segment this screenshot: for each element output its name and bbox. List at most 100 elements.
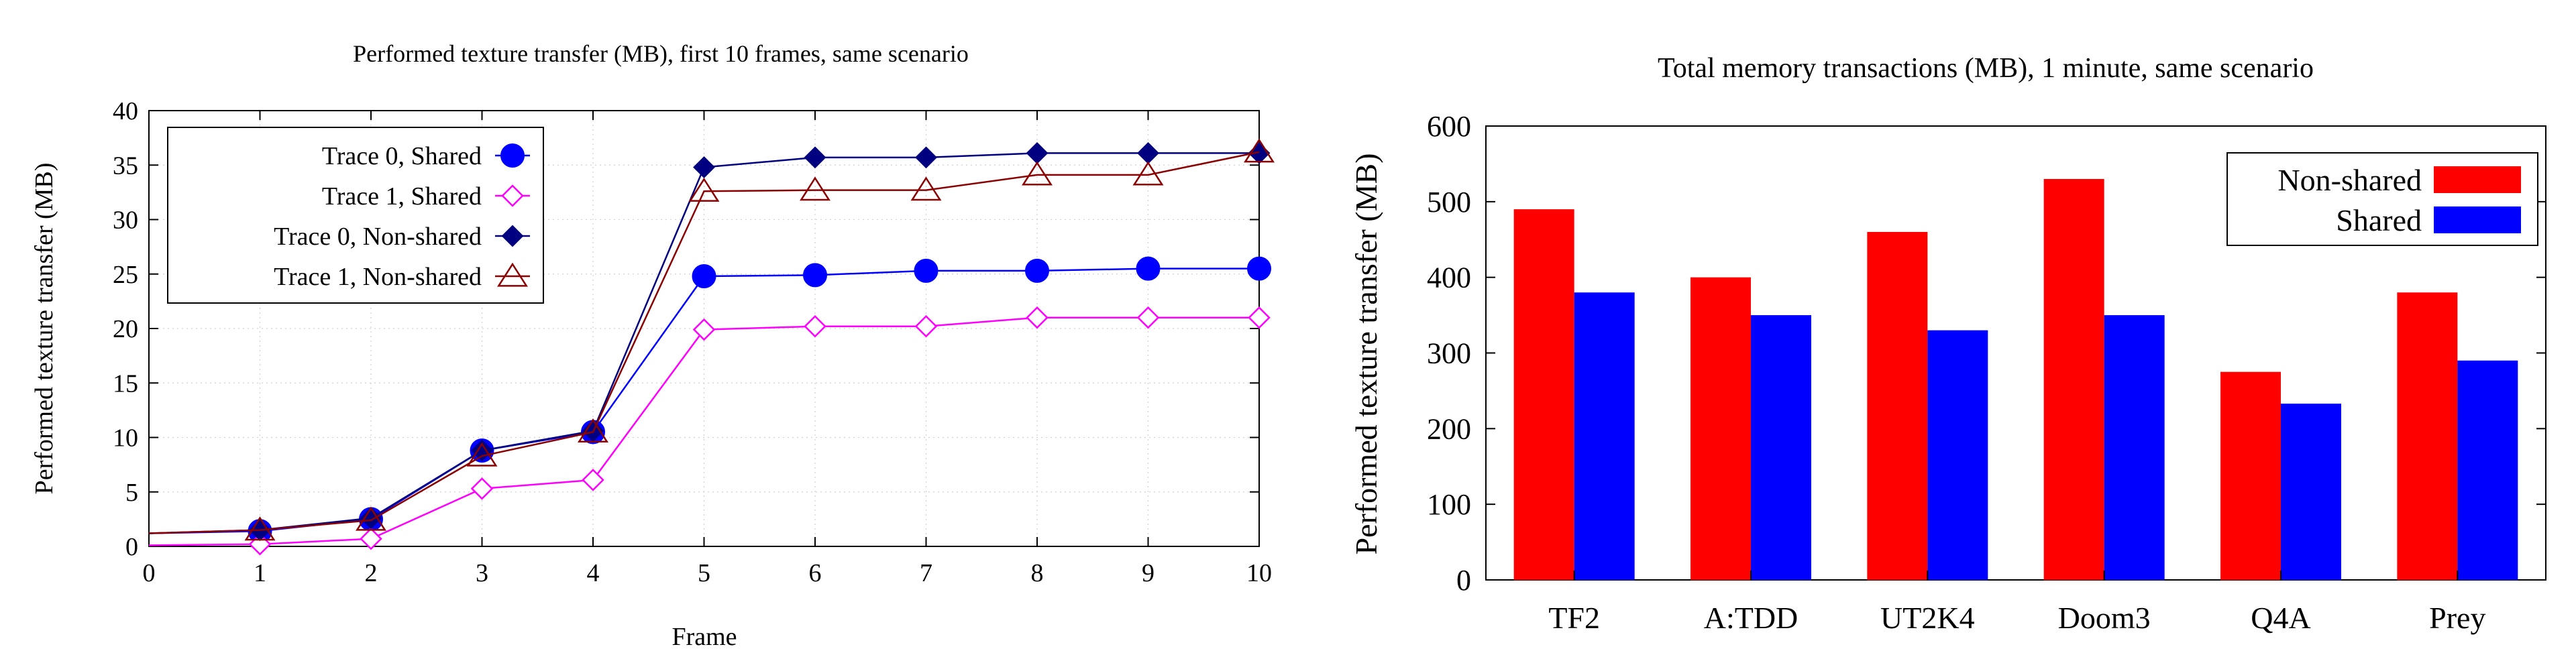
line-chart-legend-marker — [501, 225, 524, 247]
bar-chart-y-tick-label: 0 — [1456, 564, 1471, 597]
bar-chart-bar — [1751, 315, 1811, 580]
bar-chart-y-tick-label: 500 — [1427, 186, 1471, 219]
line-chart-point — [470, 477, 494, 500]
line-chart-point — [360, 527, 382, 550]
line-chart-x-axis: 0 1 2 3 4 5 6 7 8 9 10 — [143, 111, 1272, 587]
bar-chart-bar — [1927, 330, 1988, 580]
line-chart-point — [1137, 141, 1159, 164]
bar-chart-legend-swatch — [2434, 206, 2521, 233]
bar-chart-bar — [1867, 231, 1928, 580]
line-chart-point — [356, 506, 386, 531]
bar-chart-bar — [2220, 371, 2281, 580]
line-chart-point — [1136, 256, 1161, 281]
bar-chart-y-label: Performed texture transfer (MB) — [1349, 153, 1383, 554]
line-chart-title: Performed texture transfer (MB), first 1… — [353, 40, 969, 67]
line-chart-legend-marker — [497, 262, 528, 287]
line-chart-point — [1136, 306, 1160, 329]
line-chart-point — [1248, 306, 1271, 329]
line-chart-point — [800, 176, 830, 201]
line-chart-y-label: Performed texture transfer (MB) — [30, 163, 58, 495]
line-chart-series-line — [148, 316, 1259, 546]
line-chart-point — [1132, 161, 1164, 186]
bar-chart-x-tick-label: Doom3 — [2058, 601, 2151, 635]
line-chart-x-tick-label: 8 — [1031, 559, 1044, 587]
line-chart-point — [1025, 258, 1049, 283]
line-chart-legend: Trace 0, Shared Trace 1, Shared Trace 0, N… — [167, 127, 544, 304]
bar-chart-bar — [2043, 178, 2104, 580]
line-chart-point — [804, 146, 826, 169]
line-chart-point — [360, 507, 382, 530]
bar-chart-legend: Non-shared Shared — [2226, 152, 2538, 246]
line-chart-point — [244, 516, 276, 541]
line-chart-point — [688, 177, 720, 202]
line-chart-point — [803, 263, 827, 288]
bar-chart-legend-label: Non-shared — [2277, 163, 2422, 197]
bar-chart-y-axis: 0 100 200 300 400 500 600 — [1427, 110, 2546, 597]
line-chart-y-tick-label: 20 — [113, 315, 138, 343]
line-chart-point — [692, 318, 716, 341]
line-chart-legend-marker — [501, 184, 524, 207]
line-chart-x-label: Frame — [672, 623, 737, 651]
line-chart-point — [582, 469, 604, 491]
line-chart-x-tick-label: 1 — [254, 559, 266, 587]
line-chart-x-tick-label: 6 — [809, 559, 822, 587]
bar-chart-x-tick-label: A:TDD — [1704, 601, 1799, 635]
line-chart-x-tick-label: 2 — [365, 559, 378, 587]
line-chart-series-line — [148, 151, 1260, 534]
line-chart-legend-label: Trace 0, Shared — [322, 142, 482, 170]
line-chart-point — [692, 264, 716, 288]
line-chart-legend-marker — [500, 143, 525, 168]
line-chart-x-tick-label: 0 — [143, 559, 156, 587]
bar-chart-y-tick-label: 100 — [1427, 488, 1471, 521]
line-chart-point — [693, 156, 715, 178]
bar-chart-x-tick-label: UT2K4 — [1880, 601, 1975, 635]
line-chart-y-tick-label: 15 — [113, 369, 138, 398]
line-chart-legend-label: Trace 0, Non-shared — [274, 223, 482, 251]
bar-chart-bar — [2397, 292, 2458, 580]
bar-chart-legend-label: Shared — [2336, 203, 2422, 237]
line-chart-x-tick-label: 4 — [587, 559, 600, 587]
line-chart-legend-label: Trace 1, Shared — [322, 182, 482, 211]
line-chart-series — [148, 138, 1275, 556]
line-chart-point — [466, 442, 498, 467]
line-chart-point — [1247, 256, 1271, 281]
line-chart-x-tick-label: 3 — [476, 559, 488, 587]
line-chart: Performed texture transfer (MB), first 1… — [30, 40, 1275, 651]
line-chart-point — [804, 314, 826, 338]
line-chart-y-tick-label: 40 — [113, 97, 138, 125]
line-chart-point — [1022, 161, 1053, 186]
bar-chart-bars — [1513, 178, 2518, 580]
bar-chart-bar — [2281, 404, 2341, 580]
line-chart-y-axis: 0 5 10 15 20 25 30 35 40 — [113, 97, 1259, 561]
line-chart-y-tick-label: 35 — [113, 152, 138, 180]
line-chart-y-tick-label: 30 — [113, 206, 138, 235]
bar-chart-x-tick-label: Prey — [2429, 601, 2485, 635]
line-chart-point — [1026, 306, 1049, 329]
line-chart-point — [915, 146, 937, 169]
line-chart-legend-label: Trace 1, Non-shared — [274, 263, 482, 291]
line-chart-point — [910, 176, 942, 201]
bar-chart-legend-swatch — [2434, 166, 2521, 193]
bar-chart-y-tick-label: 400 — [1427, 261, 1471, 294]
bar-chart-y-tick-label: 300 — [1427, 337, 1471, 370]
bar-chart-y-tick-label: 200 — [1427, 412, 1471, 445]
line-chart-point — [1244, 138, 1275, 163]
line-chart-x-tick-label: 10 — [1246, 559, 1272, 587]
bar-chart-x-tick-label: TF2 — [1548, 601, 1600, 635]
line-chart-y-tick-label: 10 — [113, 424, 138, 453]
bar-chart: Total memory transactions (MB), 1 minute… — [1349, 53, 2546, 635]
bar-chart-x-tick-label: Q4A — [2251, 601, 2310, 635]
line-chart-x-tick-label: 7 — [920, 559, 932, 587]
line-chart-y-tick-label: 0 — [125, 533, 138, 561]
bar-chart-bar — [1574, 292, 1635, 580]
line-chart-x-tick-label: 5 — [698, 559, 710, 587]
line-chart-legend-box — [167, 127, 544, 304]
line-chart-point — [914, 314, 938, 338]
bar-chart-bar — [1690, 277, 1751, 580]
line-chart-y-tick-label: 25 — [113, 261, 138, 289]
line-chart-point — [1026, 141, 1049, 164]
bar-chart-y-tick-label: 600 — [1427, 110, 1471, 143]
bar-chart-bar — [1513, 209, 1574, 580]
line-chart-y-tick-label: 5 — [125, 479, 138, 507]
